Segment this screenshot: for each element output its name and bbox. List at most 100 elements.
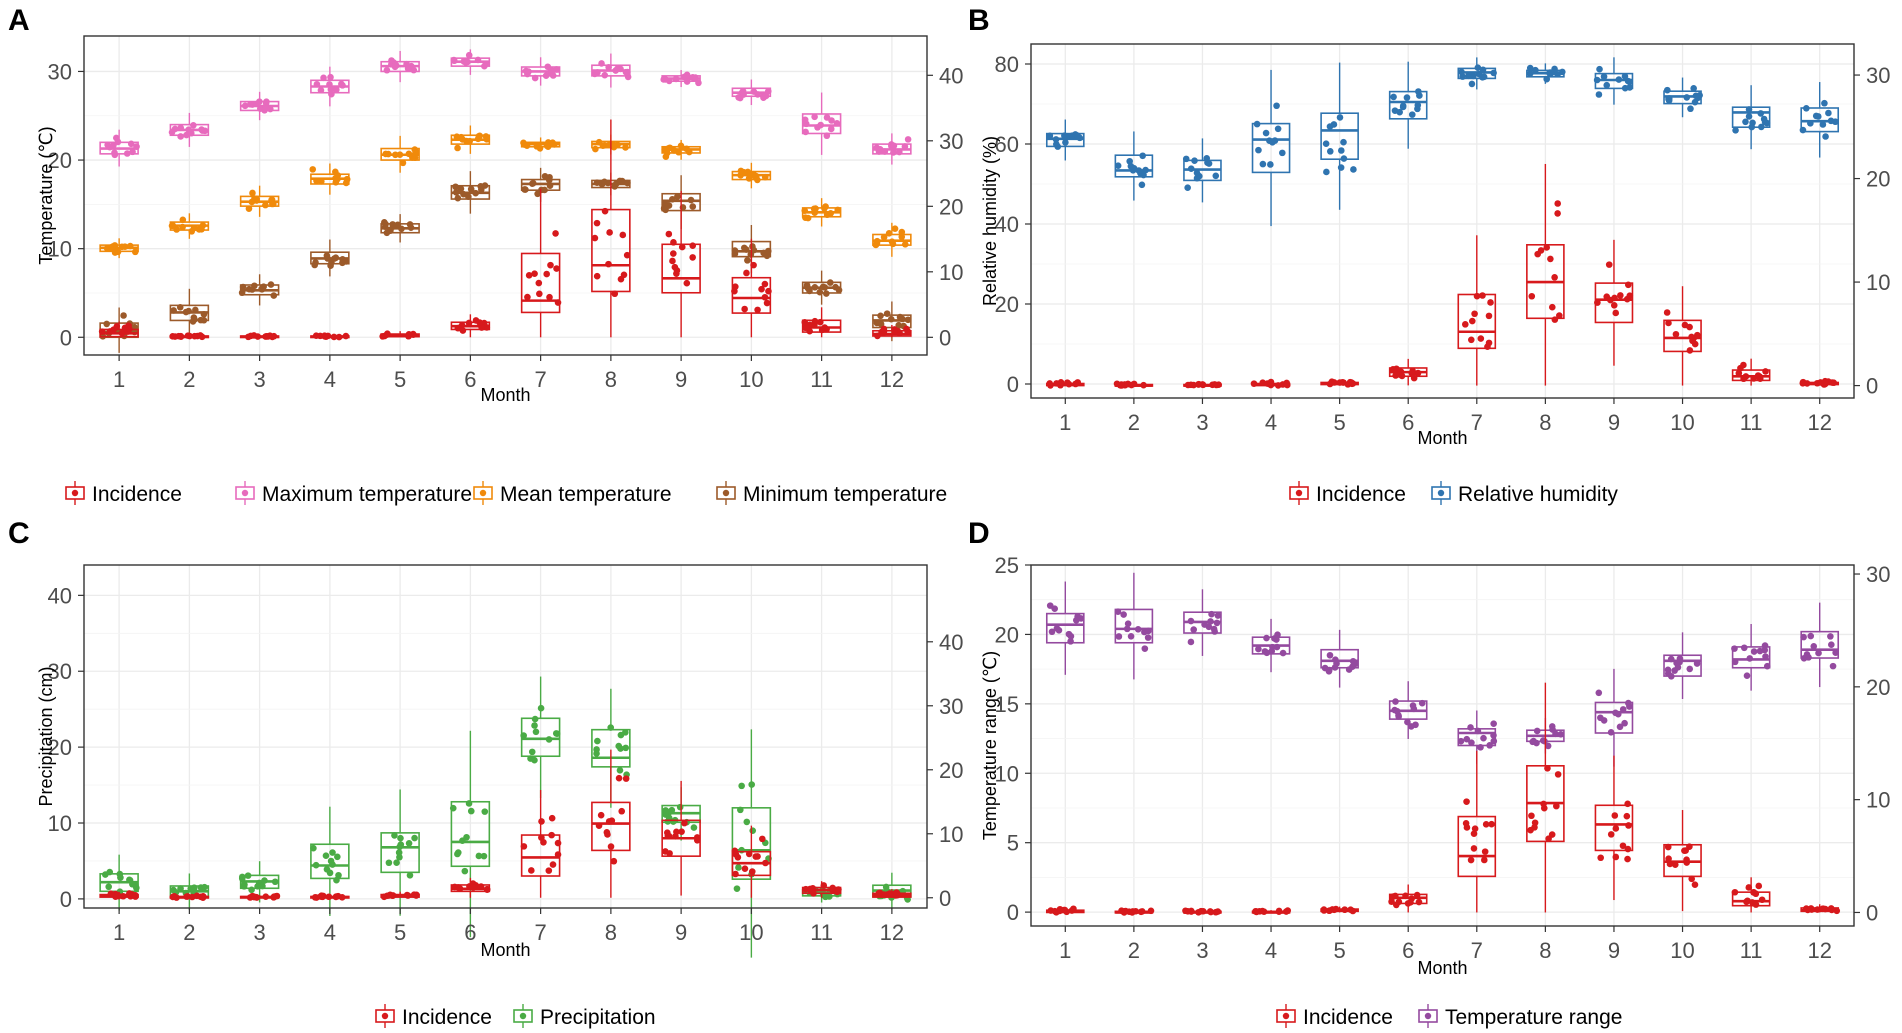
data-point — [1331, 664, 1339, 671]
panel-letter: B — [968, 4, 990, 37]
data-point — [554, 839, 562, 847]
data-point — [247, 332, 255, 340]
data-point — [267, 281, 275, 288]
data-point — [601, 207, 609, 215]
grid — [84, 565, 927, 908]
data-point — [1531, 824, 1538, 831]
data-point — [553, 265, 560, 272]
data-point — [623, 251, 631, 259]
data-point — [1212, 172, 1220, 180]
box-4 — [1251, 122, 1291, 174]
data-point — [1621, 719, 1628, 727]
data-point — [1118, 907, 1125, 914]
data-point — [1546, 69, 1554, 76]
data-point — [1350, 166, 1357, 173]
x-tick-label: 10 — [1670, 938, 1694, 963]
data-point — [1674, 664, 1682, 671]
data-point — [1484, 343, 1491, 350]
y2-tick-label: 10 — [1866, 788, 1890, 813]
data-point — [238, 875, 246, 882]
data-point — [1182, 155, 1190, 163]
data-point — [1554, 771, 1562, 778]
data-point — [1807, 120, 1814, 127]
data-point — [199, 893, 207, 900]
data-point — [1596, 65, 1603, 73]
data-point — [1392, 892, 1399, 900]
data-point — [827, 125, 835, 133]
data-point — [1624, 77, 1632, 85]
y-axis-title: Precipitation (cm) — [36, 666, 56, 806]
data-point — [1344, 381, 1352, 388]
data-point — [201, 883, 208, 891]
legend-label: Relative humidity — [1458, 483, 1618, 506]
data-point — [1822, 133, 1829, 140]
legend-label: Incidence — [1303, 1006, 1393, 1029]
data-point — [1339, 379, 1346, 386]
data-point — [127, 140, 135, 148]
y2-tick-label: 20 — [939, 758, 963, 783]
data-point — [1664, 843, 1672, 851]
data-point — [323, 866, 331, 873]
data-point — [334, 172, 342, 179]
series-minimum-temperature — [99, 167, 912, 353]
data-point — [532, 728, 540, 736]
data-point — [748, 781, 756, 788]
legend-item: Temperature range — [1418, 1004, 1622, 1029]
data-point — [896, 148, 903, 156]
data-point — [548, 814, 556, 822]
data-point — [319, 893, 326, 901]
data-point — [801, 207, 809, 214]
data-point — [1134, 626, 1142, 633]
x-axis-title: Month — [480, 940, 530, 960]
data-point — [465, 319, 473, 327]
data-point — [1392, 698, 1399, 705]
box-6 — [1388, 90, 1428, 120]
data-point — [191, 332, 198, 340]
x-tick-label: 2 — [183, 367, 195, 392]
data-point — [339, 82, 346, 89]
data-point — [1208, 610, 1215, 618]
data-point — [821, 324, 829, 331]
data-point — [1828, 641, 1835, 648]
y-tick-label: 5 — [1007, 831, 1019, 856]
legend-item: Incidence — [1276, 1004, 1393, 1029]
data-point — [183, 893, 190, 900]
x-tick-label: 4 — [324, 367, 336, 392]
x-tick-label: 10 — [739, 920, 763, 945]
data-point — [1689, 337, 1696, 345]
data-point — [1145, 627, 1152, 635]
x-tick-label: 12 — [1807, 938, 1831, 963]
data-point — [397, 834, 404, 842]
data-point — [670, 147, 678, 154]
data-point — [1693, 660, 1701, 667]
data-point — [333, 876, 340, 884]
data-point — [1263, 649, 1271, 657]
data-point — [114, 891, 121, 899]
data-point — [1193, 169, 1201, 177]
data-point — [1191, 157, 1198, 164]
data-point — [678, 828, 685, 835]
data-point — [177, 124, 185, 132]
data-point — [622, 775, 630, 782]
data-point — [1274, 125, 1282, 133]
data-point — [827, 210, 834, 217]
data-point — [1758, 123, 1765, 131]
legend-item: Relative humidity — [1431, 481, 1618, 506]
x-tick-label: 6 — [464, 920, 476, 945]
data-point — [264, 333, 272, 340]
data-point — [456, 885, 464, 892]
data-point — [1740, 375, 1747, 383]
data-point — [535, 279, 543, 287]
data-point — [1814, 906, 1821, 913]
data-point — [1548, 303, 1556, 311]
y2-tick-label: 30 — [1866, 63, 1890, 88]
data-point — [1616, 723, 1624, 731]
data-point — [201, 127, 209, 135]
data-point — [737, 806, 744, 814]
data-point — [1474, 727, 1482, 735]
data-point — [1326, 651, 1334, 659]
data-point — [103, 245, 111, 252]
data-point — [835, 286, 843, 294]
y-axis-title: Temperature range (℃) — [980, 651, 1000, 840]
x-axis-title: Month — [1417, 428, 1467, 448]
